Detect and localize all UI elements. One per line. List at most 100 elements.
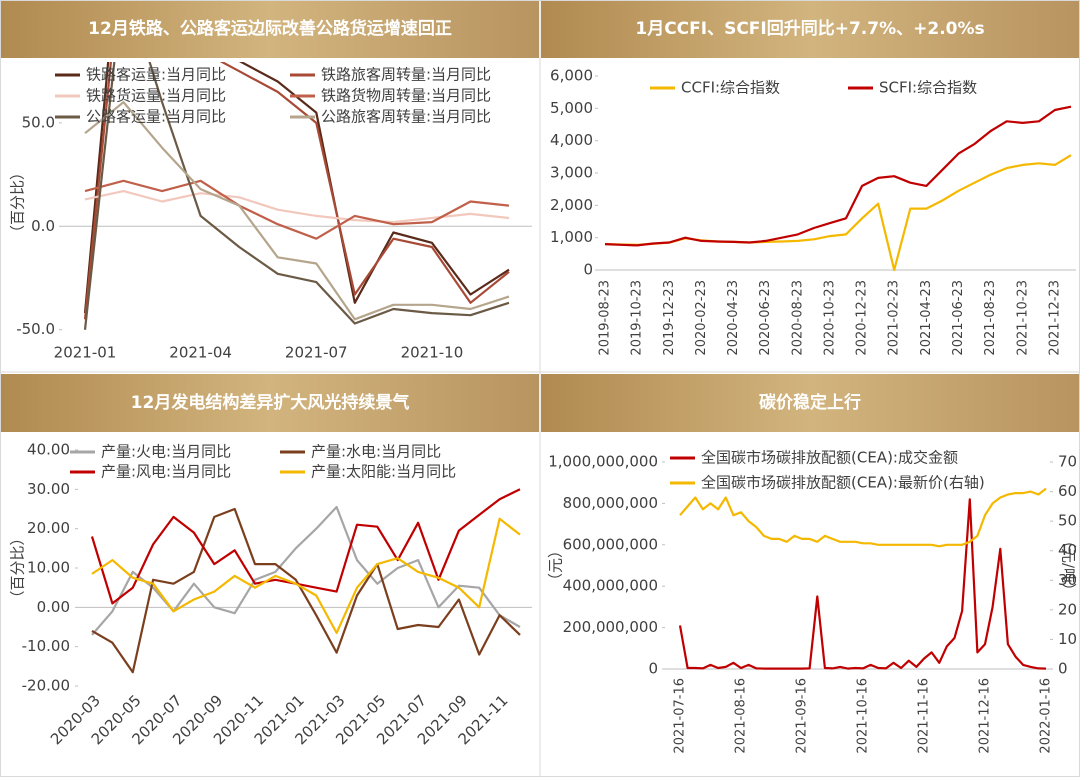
y-axis-label: （百分比）: [9, 165, 27, 240]
x-tick-label: 2021-06-23: [951, 280, 966, 356]
x-tick-label: 2021-10-16: [856, 678, 871, 754]
series-line: [90, 488, 521, 605]
y-tick-label: 600,000,000: [563, 535, 658, 553]
x-tick-label: 2021-04: [169, 344, 232, 362]
chart-title: 1月CCFI、SCFI回升同比+7.7%、+2.0%s: [635, 18, 984, 39]
legend-label: 公路客运量:当月同比: [86, 108, 226, 126]
plot-area: [604, 105, 1072, 272]
legend-label: 铁路客运量:当月同比: [86, 66, 226, 84]
y-tick-label: -20.00: [22, 677, 70, 695]
x-tick-label: 2021-10-23: [1015, 280, 1030, 356]
header-bar: [0, 374, 539, 432]
x-tick-label: 2021-07: [285, 344, 348, 362]
legend-label: 产量:太阳能:当月同比: [311, 463, 456, 481]
y-tick-label: 2,000: [550, 196, 593, 214]
y-tick-label: 30.00: [27, 480, 70, 498]
x-tick-label: 2021-10: [401, 344, 464, 362]
y2-tick-label: 50: [1058, 512, 1077, 530]
x-tick-label: 2022-01-16: [1039, 678, 1054, 754]
x-tick-label: 2020-06-23: [758, 280, 773, 356]
series-line: [679, 487, 1047, 548]
x-tick-label: 2021-12-16: [978, 678, 993, 754]
legend-label: 产量:风电:当月同比: [101, 463, 231, 481]
y-tick-label: 50.0: [22, 113, 55, 131]
y-tick-label: 0.00: [37, 598, 70, 616]
y-tick-label: 10.00: [27, 559, 70, 577]
y-tick-label: 0: [583, 261, 593, 279]
y-tick-label: 1,000: [550, 228, 593, 246]
y-tick-label: 20.00: [27, 519, 70, 537]
y-tick-label: 4,000: [550, 131, 593, 149]
x-tick-label: 2021-12-23: [1047, 280, 1062, 356]
legend-label: 全国碳市场碳排放配额(CEA):最新价(右轴): [701, 474, 985, 492]
x-tick-label: 2021-04-23: [919, 280, 934, 356]
y-tick-label: 800,000,000: [563, 494, 658, 512]
chart-title: 12月发电结构差异扩大风光持续景气: [131, 392, 410, 413]
legend-label: 全国碳市场碳排放配额(CEA):成交金额: [701, 449, 958, 467]
legend-label: 铁路货物周转量:当月同比: [321, 87, 491, 105]
y-tick-label: -10.00: [22, 637, 70, 655]
y2-tick-label: 10: [1058, 630, 1077, 648]
y-tick-label: 1,000,000,000: [548, 453, 658, 471]
series-line: [604, 105, 1072, 247]
x-tick-label: 2020-08-23: [790, 280, 805, 356]
y2-tick-label: 30: [1058, 571, 1077, 589]
y2-tick-label: 40: [1058, 541, 1077, 559]
y-axis-label: （百分比）: [9, 530, 27, 605]
x-tick-label: 2021-09-16: [795, 678, 810, 754]
series-line: [84, 190, 510, 224]
x-tick-label: 2021-08-23: [983, 280, 998, 356]
x-tick-label: 2019-08-23: [598, 280, 613, 356]
legend-label: 铁路货运量:当月同比: [86, 87, 226, 105]
plot-area: [90, 488, 521, 674]
series-line: [84, 101, 510, 321]
series-line: [91, 517, 521, 634]
series-line: [678, 498, 1047, 670]
y-tick-label: 400,000,000: [563, 577, 658, 595]
x-tick-label: 2021-07-16: [673, 678, 688, 754]
y-tick-label: 200,000,000: [563, 618, 658, 636]
y-tick-label: 3,000: [550, 164, 593, 182]
series-line: [604, 154, 1072, 272]
y2-tick-label: 0: [1058, 660, 1068, 678]
header-bar: [541, 0, 1080, 58]
x-tick-label: 2021-01: [54, 344, 117, 362]
y-axis-label: （元）: [547, 543, 565, 588]
x-tick-label: 2020-04-23: [726, 280, 741, 356]
legend-label: 铁路旅客周转量:当月同比: [321, 66, 491, 84]
x-tick-label: 2020-12-23: [855, 280, 870, 356]
y-tick-label: 6,000: [550, 67, 593, 85]
x-tick-label: 2019-12-23: [662, 280, 677, 356]
y-tick-label: 5,000: [550, 99, 593, 117]
x-tick-label: 2021-11-16: [917, 678, 932, 754]
legend-label: 产量:火电:当月同比: [101, 443, 231, 461]
plot-area: [678, 487, 1047, 670]
header-bar: [0, 0, 539, 58]
series-line: [91, 505, 521, 636]
series-line: [84, 179, 510, 240]
x-tick-label: 2020-10-23: [822, 280, 837, 356]
x-tick-label: 2021-02-23: [887, 280, 902, 356]
y-tick-label: -50.0: [16, 320, 55, 338]
y-tick-label: 0: [648, 660, 658, 678]
series-line: [83, 62, 510, 320]
y2-tick-label: 60: [1058, 482, 1077, 500]
y2-axis-label: （元/吨）: [1060, 533, 1078, 598]
legend-label: SCFI:综合指数: [879, 79, 977, 97]
header-bar: [541, 374, 1080, 432]
x-tick-label: 2019-10-23: [630, 280, 645, 356]
y2-tick-label: 20: [1058, 600, 1077, 618]
chart-title: 12月铁路、公路客运边际改善公路货运增速回正: [88, 18, 452, 39]
y-tick-label: 0.0: [31, 217, 55, 235]
legend-label: 产量:水电:当月同比: [311, 443, 441, 461]
series-line: [83, 62, 510, 330]
y2-tick-label: 70: [1058, 453, 1077, 471]
chart-title: 碳价稳定上行: [759, 392, 861, 413]
x-tick-label: 2021-08-16: [734, 678, 749, 754]
y-tick-label: 40.00: [27, 441, 70, 459]
legend-label: CCFI:综合指数: [681, 79, 780, 97]
series-line: [91, 507, 521, 674]
legend-label: 公路旅客周转量:当月同比: [321, 108, 491, 126]
